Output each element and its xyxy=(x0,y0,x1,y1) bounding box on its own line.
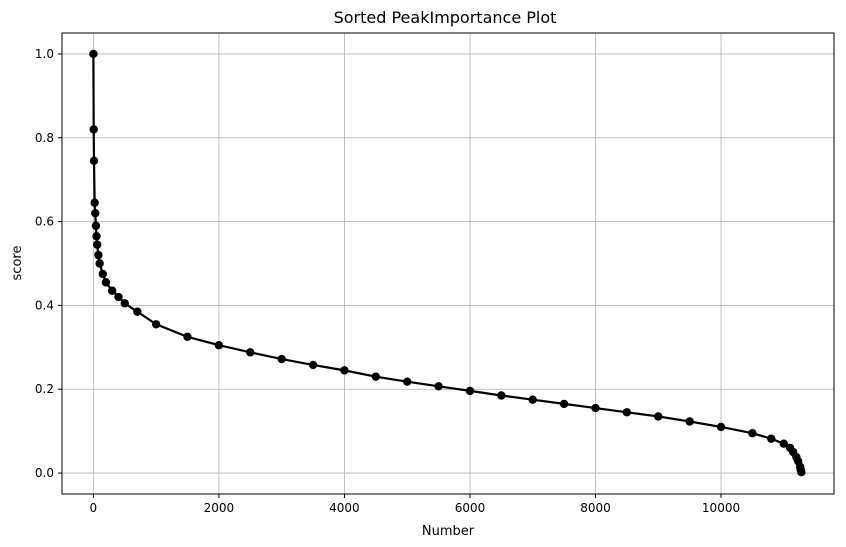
data-point xyxy=(779,439,788,448)
y-axis-label: score xyxy=(10,246,25,281)
data-point xyxy=(151,320,161,329)
data-point xyxy=(91,221,101,230)
data-point xyxy=(308,360,318,370)
x-tick-label: 6000 xyxy=(455,501,486,515)
data-point xyxy=(277,354,286,364)
data-point xyxy=(559,399,569,409)
data-point xyxy=(767,434,776,443)
data-point xyxy=(183,332,192,342)
x-axis-label: Number xyxy=(422,524,475,539)
x-tick-label: 4000 xyxy=(329,501,360,515)
data-point xyxy=(91,209,100,218)
data-point xyxy=(654,412,663,421)
y-tick-label: 0.6 xyxy=(35,215,54,229)
data-point xyxy=(246,348,255,357)
data-point xyxy=(92,240,102,249)
x-tick-label: 0 xyxy=(90,501,98,515)
data-point xyxy=(108,286,117,295)
series-layer xyxy=(89,49,806,477)
y-tick-label: 1.0 xyxy=(35,47,54,61)
x-tick-label: 2000 xyxy=(204,501,235,515)
data-point xyxy=(371,372,381,381)
data-point xyxy=(685,417,694,426)
y-tick-label: 0.0 xyxy=(35,466,54,480)
y-tick-label: 0.8 xyxy=(35,131,54,145)
data-point xyxy=(94,250,103,260)
data-point xyxy=(114,292,123,302)
data-point xyxy=(403,377,412,386)
x-tick-label: 10000 xyxy=(702,501,740,515)
grid xyxy=(62,33,834,494)
data-point xyxy=(89,125,98,134)
data-point xyxy=(92,232,101,241)
ticks: 0 2000 4000 6000 8000 10000 0.0 0.2 0.4 0.6 0.8 1.0 xyxy=(35,47,740,515)
data-point xyxy=(591,403,600,413)
data-point xyxy=(716,422,726,432)
data-point xyxy=(101,278,111,287)
data-point xyxy=(133,307,142,316)
y-tick-label: 0.4 xyxy=(35,298,54,312)
data-point xyxy=(90,198,99,207)
data-point xyxy=(622,408,632,417)
data-point xyxy=(465,386,475,396)
chart-title: Sorted PeakImportance Plot xyxy=(334,8,557,27)
data-point xyxy=(89,156,99,166)
data-point xyxy=(95,259,104,268)
data-point xyxy=(98,269,108,279)
data-point xyxy=(434,382,443,391)
data-points xyxy=(89,49,806,477)
data-point xyxy=(214,341,224,350)
data-point xyxy=(748,429,757,438)
data-point xyxy=(797,468,806,477)
data-point xyxy=(89,49,98,59)
data-point xyxy=(528,395,537,404)
data-point xyxy=(340,366,349,375)
data-point xyxy=(120,299,129,308)
plot-frame xyxy=(61,32,835,495)
x-tick-label: 8000 xyxy=(580,501,611,515)
data-point xyxy=(497,391,506,400)
y-tick-label: 0.2 xyxy=(35,382,54,396)
